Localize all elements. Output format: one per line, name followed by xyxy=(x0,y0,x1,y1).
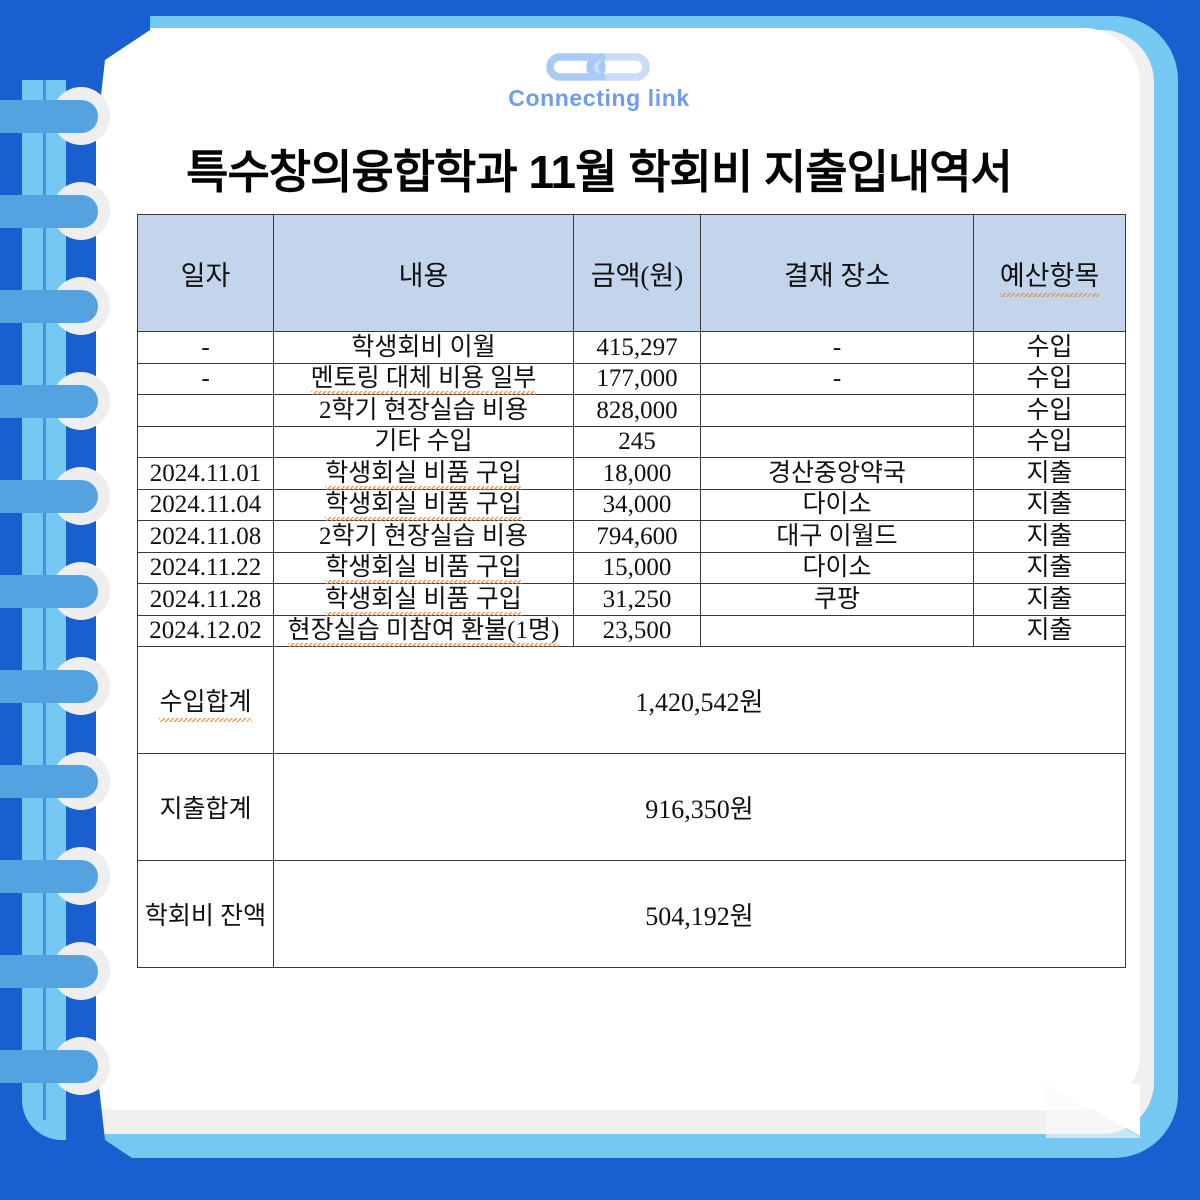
cell-amount: 828,000 xyxy=(573,394,701,427)
binder-ring xyxy=(0,955,98,988)
summary-label: 지출합계 xyxy=(137,753,274,861)
cell-description: 학생회실 비품 구입 xyxy=(273,457,574,490)
cell-place: 대구 이월드 xyxy=(700,520,974,553)
cell-category: 지출 xyxy=(973,457,1126,490)
cell-description: 학생회실 비품 구입 xyxy=(273,583,574,616)
cell-date: 2024.11.22 xyxy=(137,551,274,584)
binder-ring xyxy=(0,480,98,513)
cell-date: 2024.11.04 xyxy=(137,488,274,521)
cell-category: 지출 xyxy=(973,614,1126,647)
cell-category: 지출 xyxy=(973,488,1126,521)
table-row: 2024.11.22 학생회실 비품 구입 15,000 다이소 지출 xyxy=(137,551,1126,585)
column-header: 일자 xyxy=(137,214,274,332)
cell-category: 수입 xyxy=(973,331,1126,364)
binder-ring xyxy=(0,575,98,608)
column-header: 예산항목 xyxy=(973,214,1126,332)
cell-date: 2024.12.02 xyxy=(137,614,274,647)
summary-value: 504,192원 xyxy=(273,860,1126,968)
table-row: 2학기 현장실습 비용 828,000 수입 xyxy=(137,394,1126,427)
cell-amount: 177,000 xyxy=(573,362,701,395)
binder-ring xyxy=(0,385,98,418)
table-row: 2024.12.02 현장실습 미참여 환불(1명) 23,500 지출 xyxy=(137,614,1126,648)
column-header: 결재 장소 xyxy=(700,214,974,332)
table-header-row: 일자 내용 금액(원) 결재 장소 예산항목 xyxy=(137,214,1126,332)
binder-ring xyxy=(0,195,98,228)
binder-ring xyxy=(0,860,98,893)
cell-category: 수입 xyxy=(973,362,1126,395)
table-body-summary: 수입합계 1,420,542원 지출합계 916,350원 학회비 잔액 504,192원 xyxy=(137,646,1126,968)
cell-description: 기타 수입 xyxy=(273,425,574,458)
cell-date: - xyxy=(137,331,274,364)
table-body-items: - 학생회비 이월 415,297- 수입 - 멘토링 대체 비용 일부 177,000- 수… xyxy=(137,331,1126,648)
column-header: 금액(원) xyxy=(573,214,701,332)
cell-category: 지출 xyxy=(973,551,1126,584)
expense-ledger-table: 일자 내용 금액(원) 결재 장소 예산항목 - 학생회비 이월 415,297- 수입 - 멘토… xyxy=(137,214,1126,968)
cell-category: 수입 xyxy=(973,394,1126,427)
table-row: 2024.11.01 학생회실 비품 구입 18,000 경산중앙약국 지출 xyxy=(137,457,1126,490)
cell-description: 2학기 현장실습 비용 xyxy=(273,394,574,427)
cell-place: 경산중앙약국 xyxy=(700,457,974,490)
cell-amount: 245 xyxy=(573,425,701,458)
cell-place: 다이소 xyxy=(700,488,974,521)
cell-category: 수입 xyxy=(973,425,1126,458)
column-header: 내용 xyxy=(273,214,574,332)
brand-logo: Connecting link xyxy=(58,48,1140,112)
document-content: Connecting link 특수창의융합학과 11월 학회비 지출입내역서 … xyxy=(58,28,1140,1110)
cell-description: 멘토링 대체 비용 일부 xyxy=(273,362,574,396)
binder-ring xyxy=(0,670,98,703)
summary-row: 수입합계 1,420,542원 xyxy=(137,646,1126,754)
summary-value: 916,350원 xyxy=(273,753,1126,861)
cell-date: 2024.11.28 xyxy=(137,583,274,616)
cell-amount: 18,000 xyxy=(573,457,701,490)
cell-date xyxy=(137,425,274,458)
cell-place xyxy=(700,425,974,458)
summary-label: 학회비 잔액 xyxy=(137,860,274,968)
cell-place: - xyxy=(700,331,974,364)
cell-place xyxy=(700,394,974,427)
cell-amount: 31,250 xyxy=(573,583,701,616)
brand-name: Connecting link xyxy=(507,84,690,113)
cell-place: - xyxy=(700,362,974,395)
chain-link-icon xyxy=(546,53,650,81)
table-row: - 멘토링 대체 비용 일부 177,000- 수입 xyxy=(137,362,1126,396)
cell-date: 2024.11.01 xyxy=(137,457,274,490)
binder-ring xyxy=(0,100,98,133)
cell-amount: 415,297 xyxy=(573,331,701,364)
table-row: - 학생회비 이월 415,297- 수입 xyxy=(137,331,1126,364)
summary-row: 학회비 잔액 504,192원 xyxy=(137,860,1126,968)
cell-category: 지출 xyxy=(973,583,1126,616)
cell-amount: 23,500 xyxy=(573,614,701,647)
cell-description: 학생회비 이월 xyxy=(273,331,574,364)
page-title: 특수창의융합학과 11월 학회비 지출입내역서 xyxy=(186,146,1013,198)
cell-amount: 794,600 xyxy=(573,520,701,553)
table-row: 2024.11.28 학생회실 비품 구입 31,250 쿠팡 지출 xyxy=(137,583,1126,616)
table-row: 2024.11.04 학생회실 비품 구입 34,000 다이소 지출 xyxy=(137,488,1126,522)
cell-description: 학생회실 비품 구입 xyxy=(273,551,574,585)
cell-category: 지출 xyxy=(973,520,1126,553)
cell-place xyxy=(700,614,974,647)
cell-description: 학생회실 비품 구입 xyxy=(273,488,574,522)
cell-place: 다이소 xyxy=(700,551,974,584)
cell-amount: 15,000 xyxy=(573,551,701,584)
table-row: 2024.11.08 2학기 현장실습 비용 794,600 대구 이월드 지출 xyxy=(137,520,1126,553)
cell-date: 2024.11.08 xyxy=(137,520,274,553)
cell-place: 쿠팡 xyxy=(700,583,974,616)
cell-date xyxy=(137,394,274,427)
table-header: 일자 내용 금액(원) 결재 장소 예산항목 xyxy=(137,214,1126,332)
cell-amount: 34,000 xyxy=(573,488,701,521)
cell-date: - xyxy=(137,362,274,395)
summary-value: 1,420,542원 xyxy=(273,646,1126,754)
summary-label: 수입합계 xyxy=(137,646,274,754)
summary-row: 지출합계 916,350원 xyxy=(137,753,1126,861)
cell-description: 2학기 현장실습 비용 xyxy=(273,520,574,553)
binder-ring xyxy=(0,290,98,323)
binder-ring xyxy=(0,765,98,798)
cell-description: 현장실습 미참여 환불(1명) xyxy=(273,614,574,648)
table-row: 기타 수입 245 수입 xyxy=(137,425,1126,458)
binder-ring xyxy=(0,1050,98,1083)
